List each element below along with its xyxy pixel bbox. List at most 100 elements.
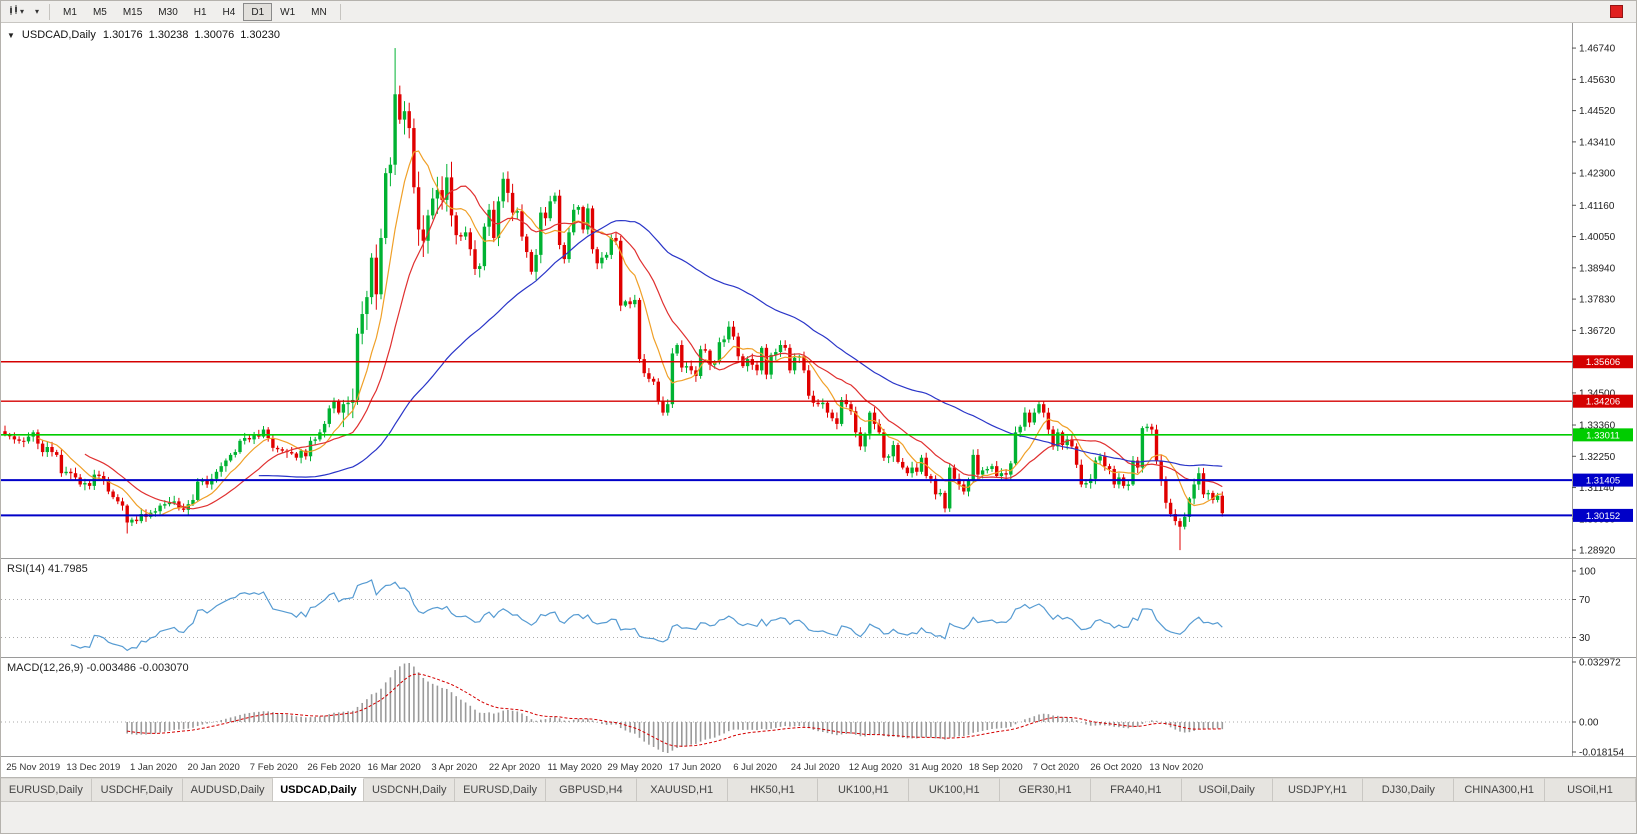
main-toolbar: ▾ ▾ M1 M5 M15 M30 H1 H4 D1 W1 MN <box>1 1 1636 23</box>
svg-text:13 Dec 2019: 13 Dec 2019 <box>66 762 120 773</box>
ma-8-line <box>37 150 1223 517</box>
chart-tab-usdchf-daily[interactable]: USDCHF,Daily <box>91 778 183 801</box>
rsi-pane: 100 70 30 <box>1 567 1596 652</box>
date-axis: 25 Nov 2019 13 Dec 2019 1 Jan 2020 20 Jan 2… <box>6 762 1203 773</box>
chart-tab-fra40-h1[interactable]: FRA40,H1 <box>1090 778 1182 801</box>
svg-text:1.35606: 1.35606 <box>1586 357 1620 368</box>
timeframe-button-d1[interactable]: D1 <box>243 2 273 21</box>
price-label-box <box>1573 508 1633 522</box>
svg-text:1.38940: 1.38940 <box>1579 263 1616 274</box>
chart-tab-usdcnh-daily[interactable]: USDCNH,Daily <box>364 778 456 801</box>
macd-signal-line <box>127 673 1223 747</box>
moving-averages <box>37 150 1223 517</box>
horizontal-level-lines: 1.35606 1.34206 1.33011 1.31405 1.30152 <box>1 355 1633 522</box>
ma-55-line <box>258 219 1223 478</box>
timeframe-button-m30[interactable]: M30 <box>158 6 178 18</box>
macd-pane: 0.032972 0.00 -0.018154 <box>1 658 1624 759</box>
chart-tab-eurusd-daily[interactable]: EURUSD,Daily <box>1 778 92 801</box>
price-label-box <box>1573 394 1633 408</box>
price-label-box <box>1573 473 1633 487</box>
svg-text:16 Mar 2020: 16 Mar 2020 <box>367 762 420 773</box>
timeframe-button-m1[interactable]: M1 <box>63 6 77 18</box>
svg-text:25 Nov 2019: 25 Nov 2019 <box>6 762 60 773</box>
price-label-box <box>1573 355 1633 369</box>
svg-text:-0.018154: -0.018154 <box>1579 748 1624 759</box>
indicators-dropdown-button[interactable]: ▾ <box>30 3 43 21</box>
svg-text:1.40050: 1.40050 <box>1579 232 1616 243</box>
chart-tab-usoil-h1[interactable]: USOil,H1 <box>1545 778 1636 801</box>
chart-tab-bar: EURUSD,Daily USDCHF,Daily AUDUSD,Daily USDC… <box>1 777 1636 801</box>
price-label-box <box>1573 428 1633 442</box>
svg-text:30: 30 <box>1579 633 1591 644</box>
chart-header: ▼ USDCAD,Daily 1.30176 1.30238 1.30076 1.30… <box>7 29 286 41</box>
chart-symbol-label: USDCAD,Daily <box>21 29 96 41</box>
svg-text:1.30152: 1.30152 <box>1586 511 1620 522</box>
svg-text:1.43410: 1.43410 <box>1579 137 1616 148</box>
svg-text:24 Jul 2020: 24 Jul 2020 <box>791 762 840 773</box>
timeframe-button-m15[interactable]: M15 <box>122 6 143 18</box>
svg-text:1.34206: 1.34206 <box>1586 397 1620 408</box>
chart-tab-usdjpy-h1[interactable]: USDJPY,H1 <box>1272 778 1364 801</box>
chart-tab-usoil-daily[interactable]: USOil,Daily <box>1181 778 1273 801</box>
svg-text:7 Feb 2020: 7 Feb 2020 <box>250 762 298 773</box>
chart-type-dropdown-button[interactable]: ▾ <box>5 3 28 21</box>
svg-text:1.28920: 1.28920 <box>1579 546 1616 557</box>
timeframe-button-mn[interactable]: MN <box>311 6 327 18</box>
chart-tab-gbpusd-h4[interactable]: GBPUSD,H4 <box>545 778 637 801</box>
chart-tab-uk100-h1[interactable]: UK100,H1 <box>909 778 1001 801</box>
candlestick-chart-icon <box>9 3 19 21</box>
chart-tab-dj30-daily[interactable]: DJ30,Daily <box>1363 778 1455 801</box>
svg-text:11 May 2020: 11 May 2020 <box>548 762 602 773</box>
chart-frame <box>1 23 1636 757</box>
svg-text:13 Nov 2020: 13 Nov 2020 <box>1149 762 1203 773</box>
chart-tab-uk100-h1[interactable]: UK100,H1 <box>818 778 910 801</box>
chart-tab-audusd-daily[interactable]: AUDUSD,Daily <box>182 778 274 801</box>
chart-region[interactable]: 1.46740 1.45630 1.44520 1.43410 1.42300 1.411… <box>1 23 1637 777</box>
timeframe-button-h1[interactable]: H1 <box>193 6 207 18</box>
toolbar-separator <box>49 3 51 20</box>
svg-text:1 Jan 2020: 1 Jan 2020 <box>130 762 177 773</box>
svg-text:1.36720: 1.36720 <box>1579 326 1616 337</box>
svg-text:7 Oct 2020: 7 Oct 2020 <box>1033 762 1079 773</box>
collapse-triangle-icon[interactable]: ▼ <box>7 30 15 40</box>
chart-tab-usdcad-daily[interactable]: USDCAD,Daily <box>273 778 365 801</box>
ohlc-values: 1.30176 1.30238 1.30076 1.30230 <box>103 29 286 41</box>
timeframe-button-w1[interactable]: W1 <box>280 6 296 18</box>
svg-text:1.44520: 1.44520 <box>1579 106 1616 117</box>
chart-tab-xauusd-h1[interactable]: XAUUSD,H1 <box>636 778 728 801</box>
chevron-down-icon: ▾ <box>35 7 40 16</box>
svg-text:1.31140: 1.31140 <box>1579 483 1615 494</box>
chart-tab-hk50-h1[interactable]: HK50,H1 <box>727 778 819 801</box>
svg-text:29 May 2020: 29 May 2020 <box>607 762 662 773</box>
status-bar <box>1 801 1636 833</box>
svg-text:1.32250: 1.32250 <box>1579 452 1616 463</box>
svg-text:1.45630: 1.45630 <box>1579 75 1616 86</box>
macd-label: MACD(12,26,9) -0.003486 -0.003070 <box>7 662 189 674</box>
svg-text:17 Jun 2020: 17 Jun 2020 <box>669 762 721 773</box>
timeframe-button-group: M1 M5 M15 M30 H1 H4 D1 W1 MN <box>55 2 335 21</box>
svg-text:1.42300: 1.42300 <box>1579 169 1616 180</box>
svg-text:70: 70 <box>1579 595 1591 606</box>
charts-canvas[interactable]: 1.46740 1.45630 1.44520 1.43410 1.42300 1.411… <box>1 23 1637 777</box>
chart-tab-china300-h1[interactable]: CHINA300,H1 <box>1454 778 1546 801</box>
red-marker-button[interactable] <box>1610 5 1623 18</box>
svg-text:31 Aug 2020: 31 Aug 2020 <box>909 762 962 773</box>
high-value: 1.30238 <box>148 29 189 41</box>
candlestick-series <box>3 48 1224 551</box>
open-value: 1.30176 <box>102 29 143 41</box>
svg-text:22 Apr 2020: 22 Apr 2020 <box>489 762 540 773</box>
chart-tab-eurusd-daily[interactable]: EURUSD,Daily <box>455 778 546 801</box>
toolbar-separator <box>339 3 341 20</box>
svg-text:1.33011: 1.33011 <box>1586 430 1620 441</box>
chart-tab-ger30-h1[interactable]: GER30,H1 <box>1000 778 1091 801</box>
svg-text:3 Apr 2020: 3 Apr 2020 <box>431 762 477 773</box>
svg-text:100: 100 <box>1579 567 1596 578</box>
chevron-down-icon: ▾ <box>20 7 25 16</box>
svg-text:26 Oct 2020: 26 Oct 2020 <box>1090 762 1142 773</box>
rsi-label: RSI(14) 41.7985 <box>7 563 88 575</box>
svg-text:6 Jul 2020: 6 Jul 2020 <box>733 762 777 773</box>
ma-18-line <box>84 185 1223 510</box>
timeframe-button-m5[interactable]: M5 <box>92 6 107 18</box>
timeframe-button-h4[interactable]: H4 <box>222 6 236 18</box>
